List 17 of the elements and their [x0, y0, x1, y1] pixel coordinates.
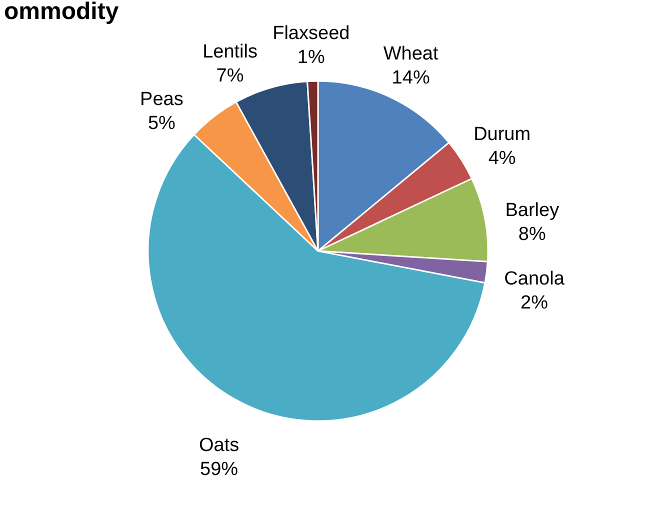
- slice-label: Barley: [505, 200, 560, 222]
- data-label: 14%: [392, 68, 430, 89]
- slice-label: Flaxseed: [272, 23, 350, 44]
- data-label: 7%: [216, 66, 244, 87]
- data-label: 4%: [488, 148, 516, 170]
- slice-label: Oats: [198, 435, 240, 456]
- slice-label: Wheat: [383, 44, 439, 65]
- data-label: 1%: [297, 47, 325, 68]
- data-label: 59%: [200, 459, 238, 480]
- slice-label: Lentils: [202, 42, 258, 63]
- data-label: 5%: [148, 113, 176, 134]
- data-label: 2%: [520, 292, 548, 314]
- slice-label: Canola: [504, 268, 565, 290]
- data-label: 8%: [518, 224, 546, 246]
- chart-title: ommodity: [4, 0, 120, 26]
- slice-label: Peas: [140, 89, 184, 110]
- slice-label: Durum: [474, 124, 531, 146]
